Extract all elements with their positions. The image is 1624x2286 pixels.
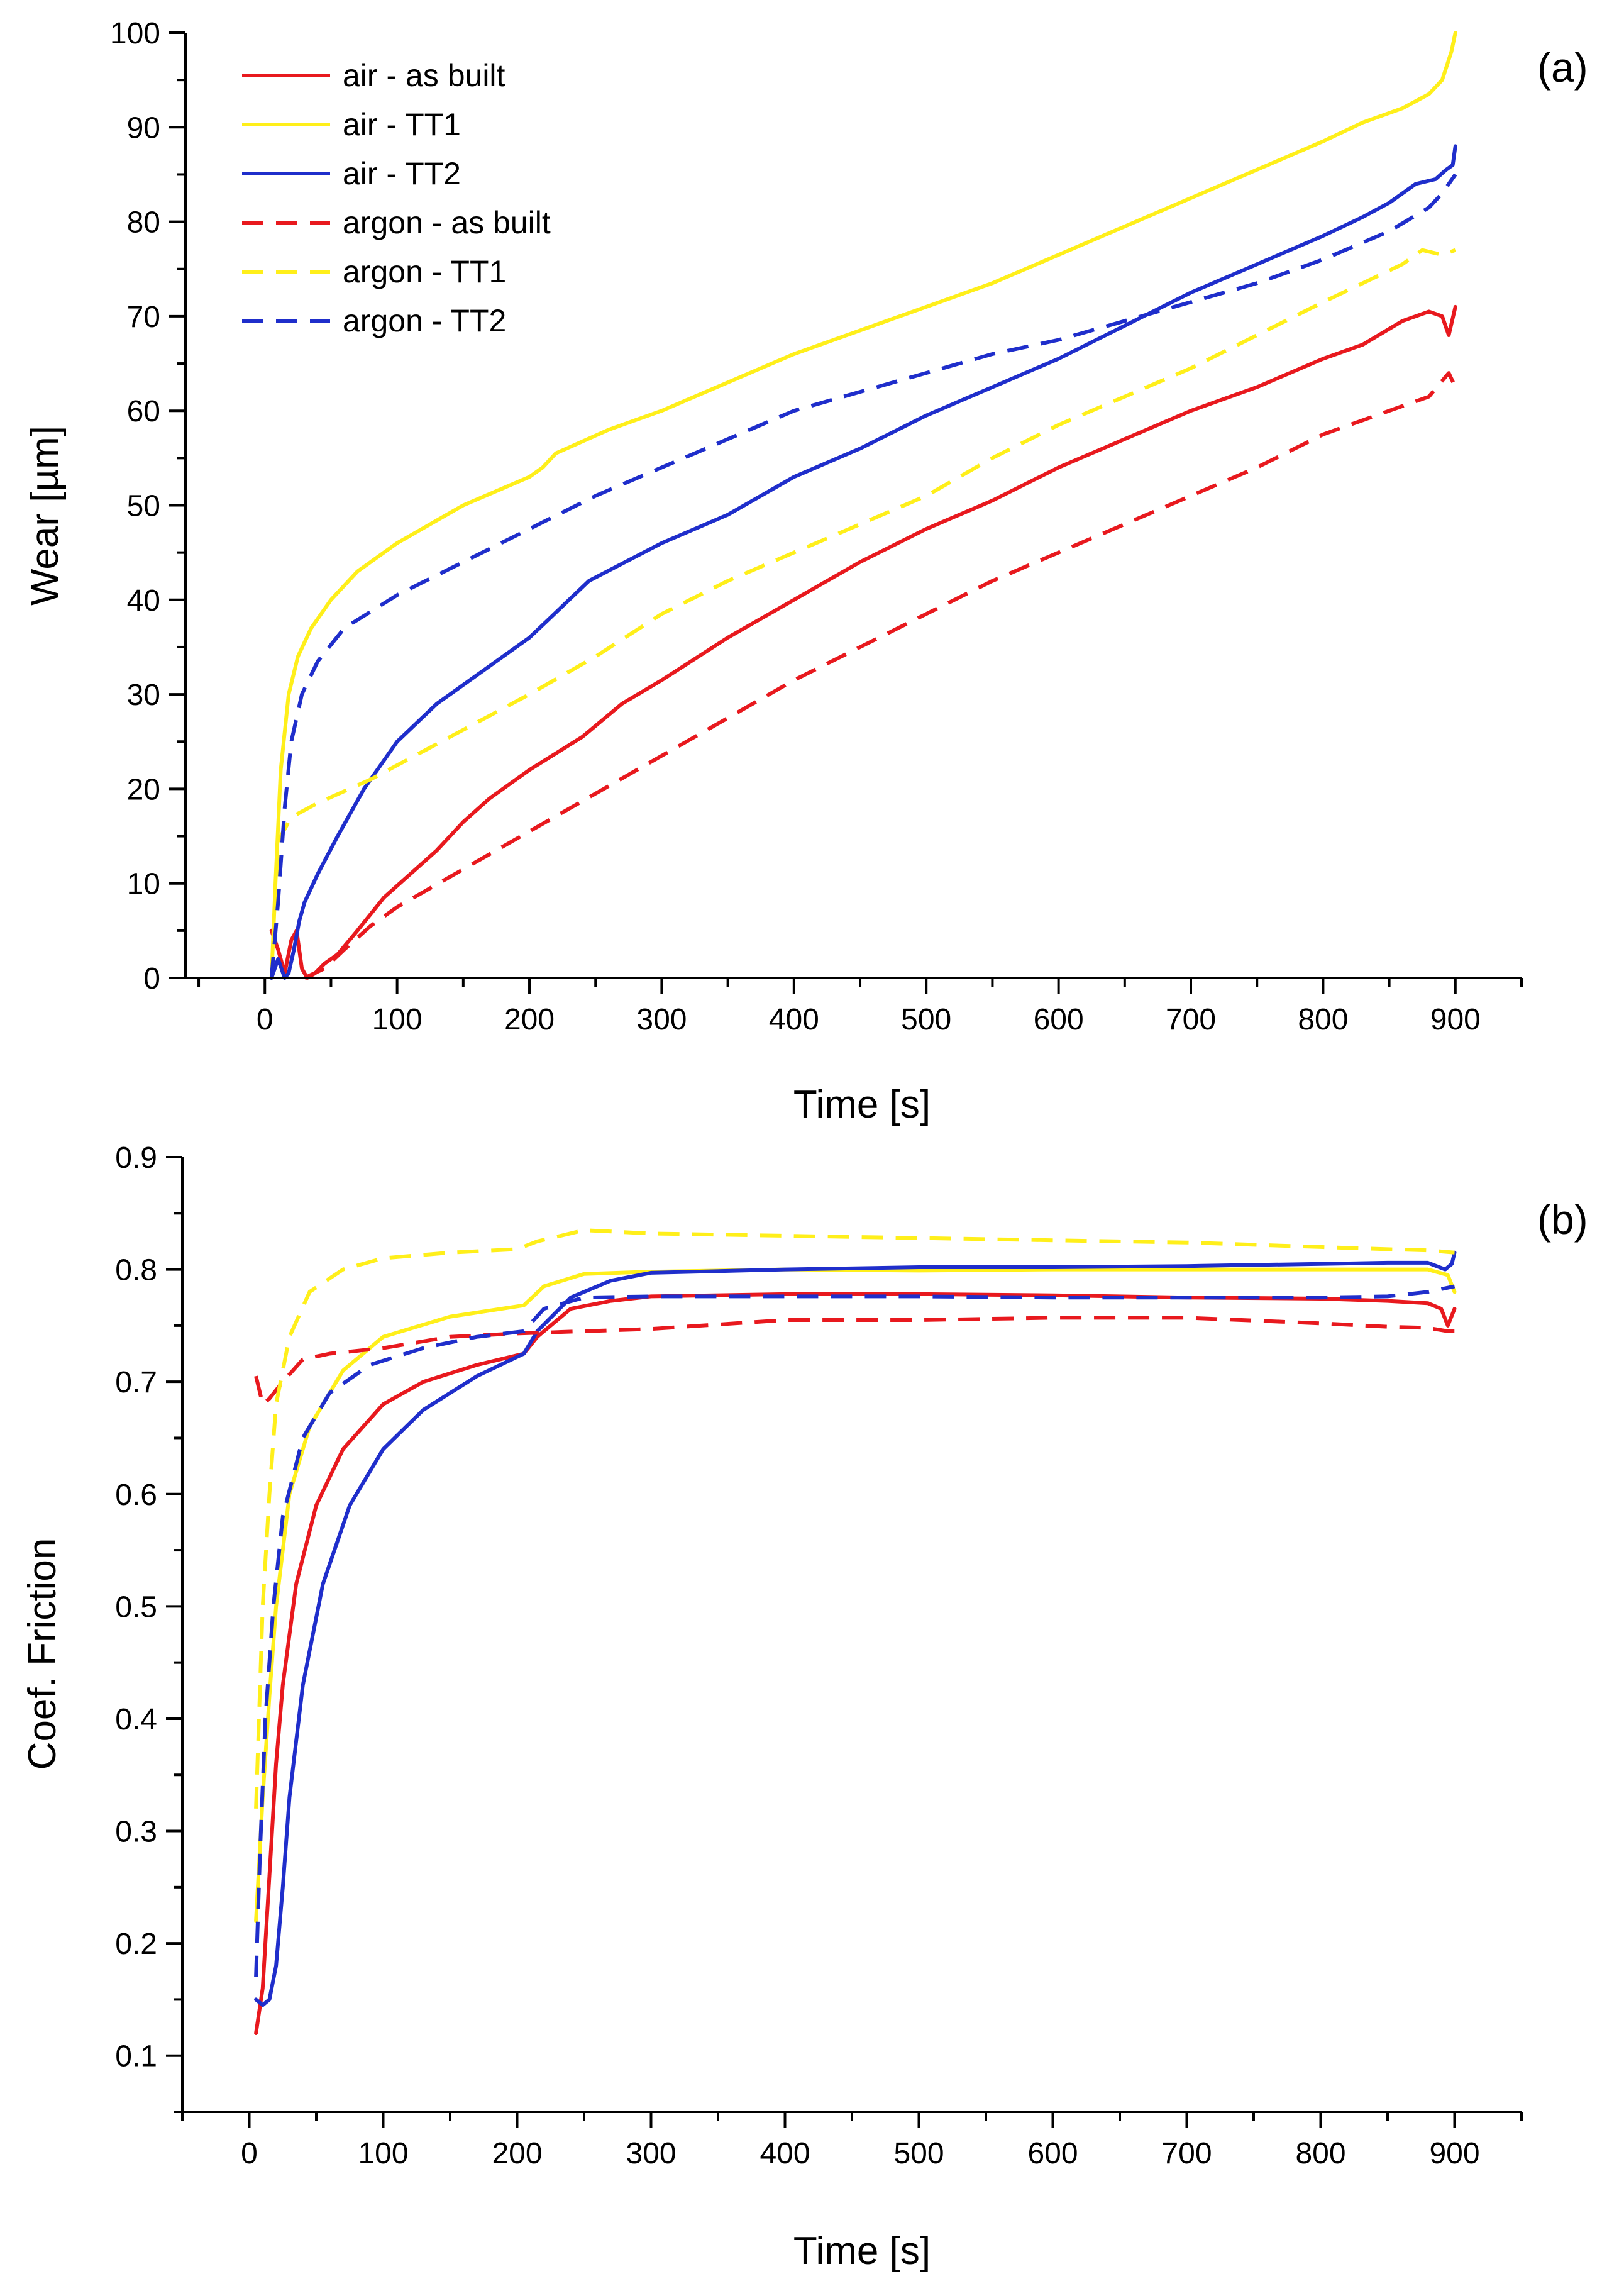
y-tick-label-a: 70 [127, 301, 160, 334]
y-tick-label-a: 10 [127, 868, 160, 901]
x-tick-label-a: 800 [1298, 1003, 1348, 1036]
x-tick-label-b: 600 [1027, 2137, 1078, 2170]
x-tick-label-b: 200 [492, 2137, 542, 2170]
x-axis-title-a: Time [s] [793, 1083, 931, 1126]
y-tick-label-a: 90 [127, 111, 160, 145]
series-a-argon-tt2 [269, 173, 1457, 979]
legend-label-air-tt1: air - TT1 [343, 107, 461, 142]
panel-b-friction-chart: 0 100 200 300 400 500 600 700 800 900 0.1 0.2 0.3 0.4… [21, 1141, 1588, 2273]
y-tick-label-b: 0.9 [115, 1141, 157, 1175]
x-tick-label-a: 600 [1034, 1003, 1084, 1036]
y-tick-label-b: 0.4 [115, 1703, 157, 1736]
x-tick-label-b: 300 [626, 2137, 676, 2170]
y-axis-title-b: Coef. Friction [21, 1538, 64, 1770]
panel-tag-b: (b) [1537, 1196, 1588, 1243]
series-b-argon-tt2 [254, 1284, 1456, 1977]
legend-label-argon-tt2: argon - TT2 [343, 303, 506, 338]
legend-label-argon-as-built: argon - as built [343, 205, 551, 240]
panel-tag-a: (a) [1537, 44, 1588, 91]
x-tick-label-b: 700 [1161, 2137, 1212, 2170]
x-tick-label-a: 700 [1166, 1003, 1216, 1036]
y-tick-label-a: 60 [127, 395, 160, 428]
y-tick-label-a: 20 [127, 773, 160, 806]
x-tick-label-a: 500 [901, 1003, 951, 1036]
y-tick-label-b: 0.6 [115, 1479, 157, 1512]
x-tick-label-b: 500 [893, 2137, 944, 2170]
y-tick-label-a: 100 [110, 17, 160, 50]
x-tick-label-a: 900 [1430, 1003, 1481, 1036]
legend-label-air-tt2: air - TT2 [343, 156, 461, 191]
series-b-argon-as-built [254, 1316, 1455, 1406]
x-tick-label-a: 0 [257, 1003, 273, 1036]
x-tick-label-a: 400 [769, 1003, 819, 1036]
y-tick-label-a: 40 [127, 584, 160, 618]
legend-label-air-as-built: air - as built [343, 58, 505, 93]
series-b-argon-tt1 [254, 1228, 1455, 1809]
series-a-air-tt2 [269, 144, 1457, 980]
y-tick-label-a: 0 [143, 962, 160, 996]
y-tick-label-b: 0.1 [115, 2040, 157, 2073]
wear-series [269, 31, 1457, 980]
friction-axes: 0 100 200 300 400 500 600 700 800 900 0.1 0.2 0.3 0.4… [115, 1141, 1523, 2170]
series-b-air-as-built [254, 1292, 1457, 2035]
x-tick-label-b: 800 [1295, 2137, 1345, 2170]
friction-series [254, 1228, 1457, 2035]
panel-a-wear-chart: 0 100 200 300 400 500 600 700 800 900 0 10 20 30 40 50 6… [23, 17, 1588, 1126]
y-tick-label-b: 0.3 [115, 1816, 157, 1849]
legend-label-argon-tt1: argon - TT1 [343, 254, 506, 289]
wear-axes: 0 100 200 300 400 500 600 700 800 900 0 10 20 30 40 50 6… [110, 17, 1523, 1036]
legend: air - as built air - TT1 air - TT2 argon - … [242, 58, 551, 338]
x-tick-label-b: 400 [760, 2137, 810, 2170]
y-tick-label-a: 50 [127, 490, 160, 523]
y-tick-label-b: 0.5 [115, 1590, 157, 1624]
series-b-air-tt1 [254, 1267, 1457, 1923]
x-axis-title-b: Time [s] [793, 2229, 931, 2273]
x-tick-label-a: 300 [636, 1003, 687, 1036]
y-tick-label-a: 30 [127, 679, 160, 712]
y-tick-label-b: 0.7 [115, 1366, 157, 1399]
x-tick-label-b: 0 [241, 2137, 258, 2170]
x-tick-label-b: 900 [1429, 2137, 1479, 2170]
x-tick-label-a: 200 [504, 1003, 555, 1036]
y-tick-label-b: 0.2 [115, 1928, 157, 1961]
y-tick-label-b: 0.8 [115, 1254, 157, 1287]
series-a-air-tt1 [269, 31, 1457, 980]
x-tick-label-a: 100 [372, 1003, 423, 1036]
x-tick-label-b: 100 [358, 2137, 408, 2170]
series-a-argon-as-built [304, 371, 1457, 980]
y-axis-title-a: Wear [µm] [23, 426, 67, 606]
y-tick-label-a: 80 [127, 206, 160, 240]
